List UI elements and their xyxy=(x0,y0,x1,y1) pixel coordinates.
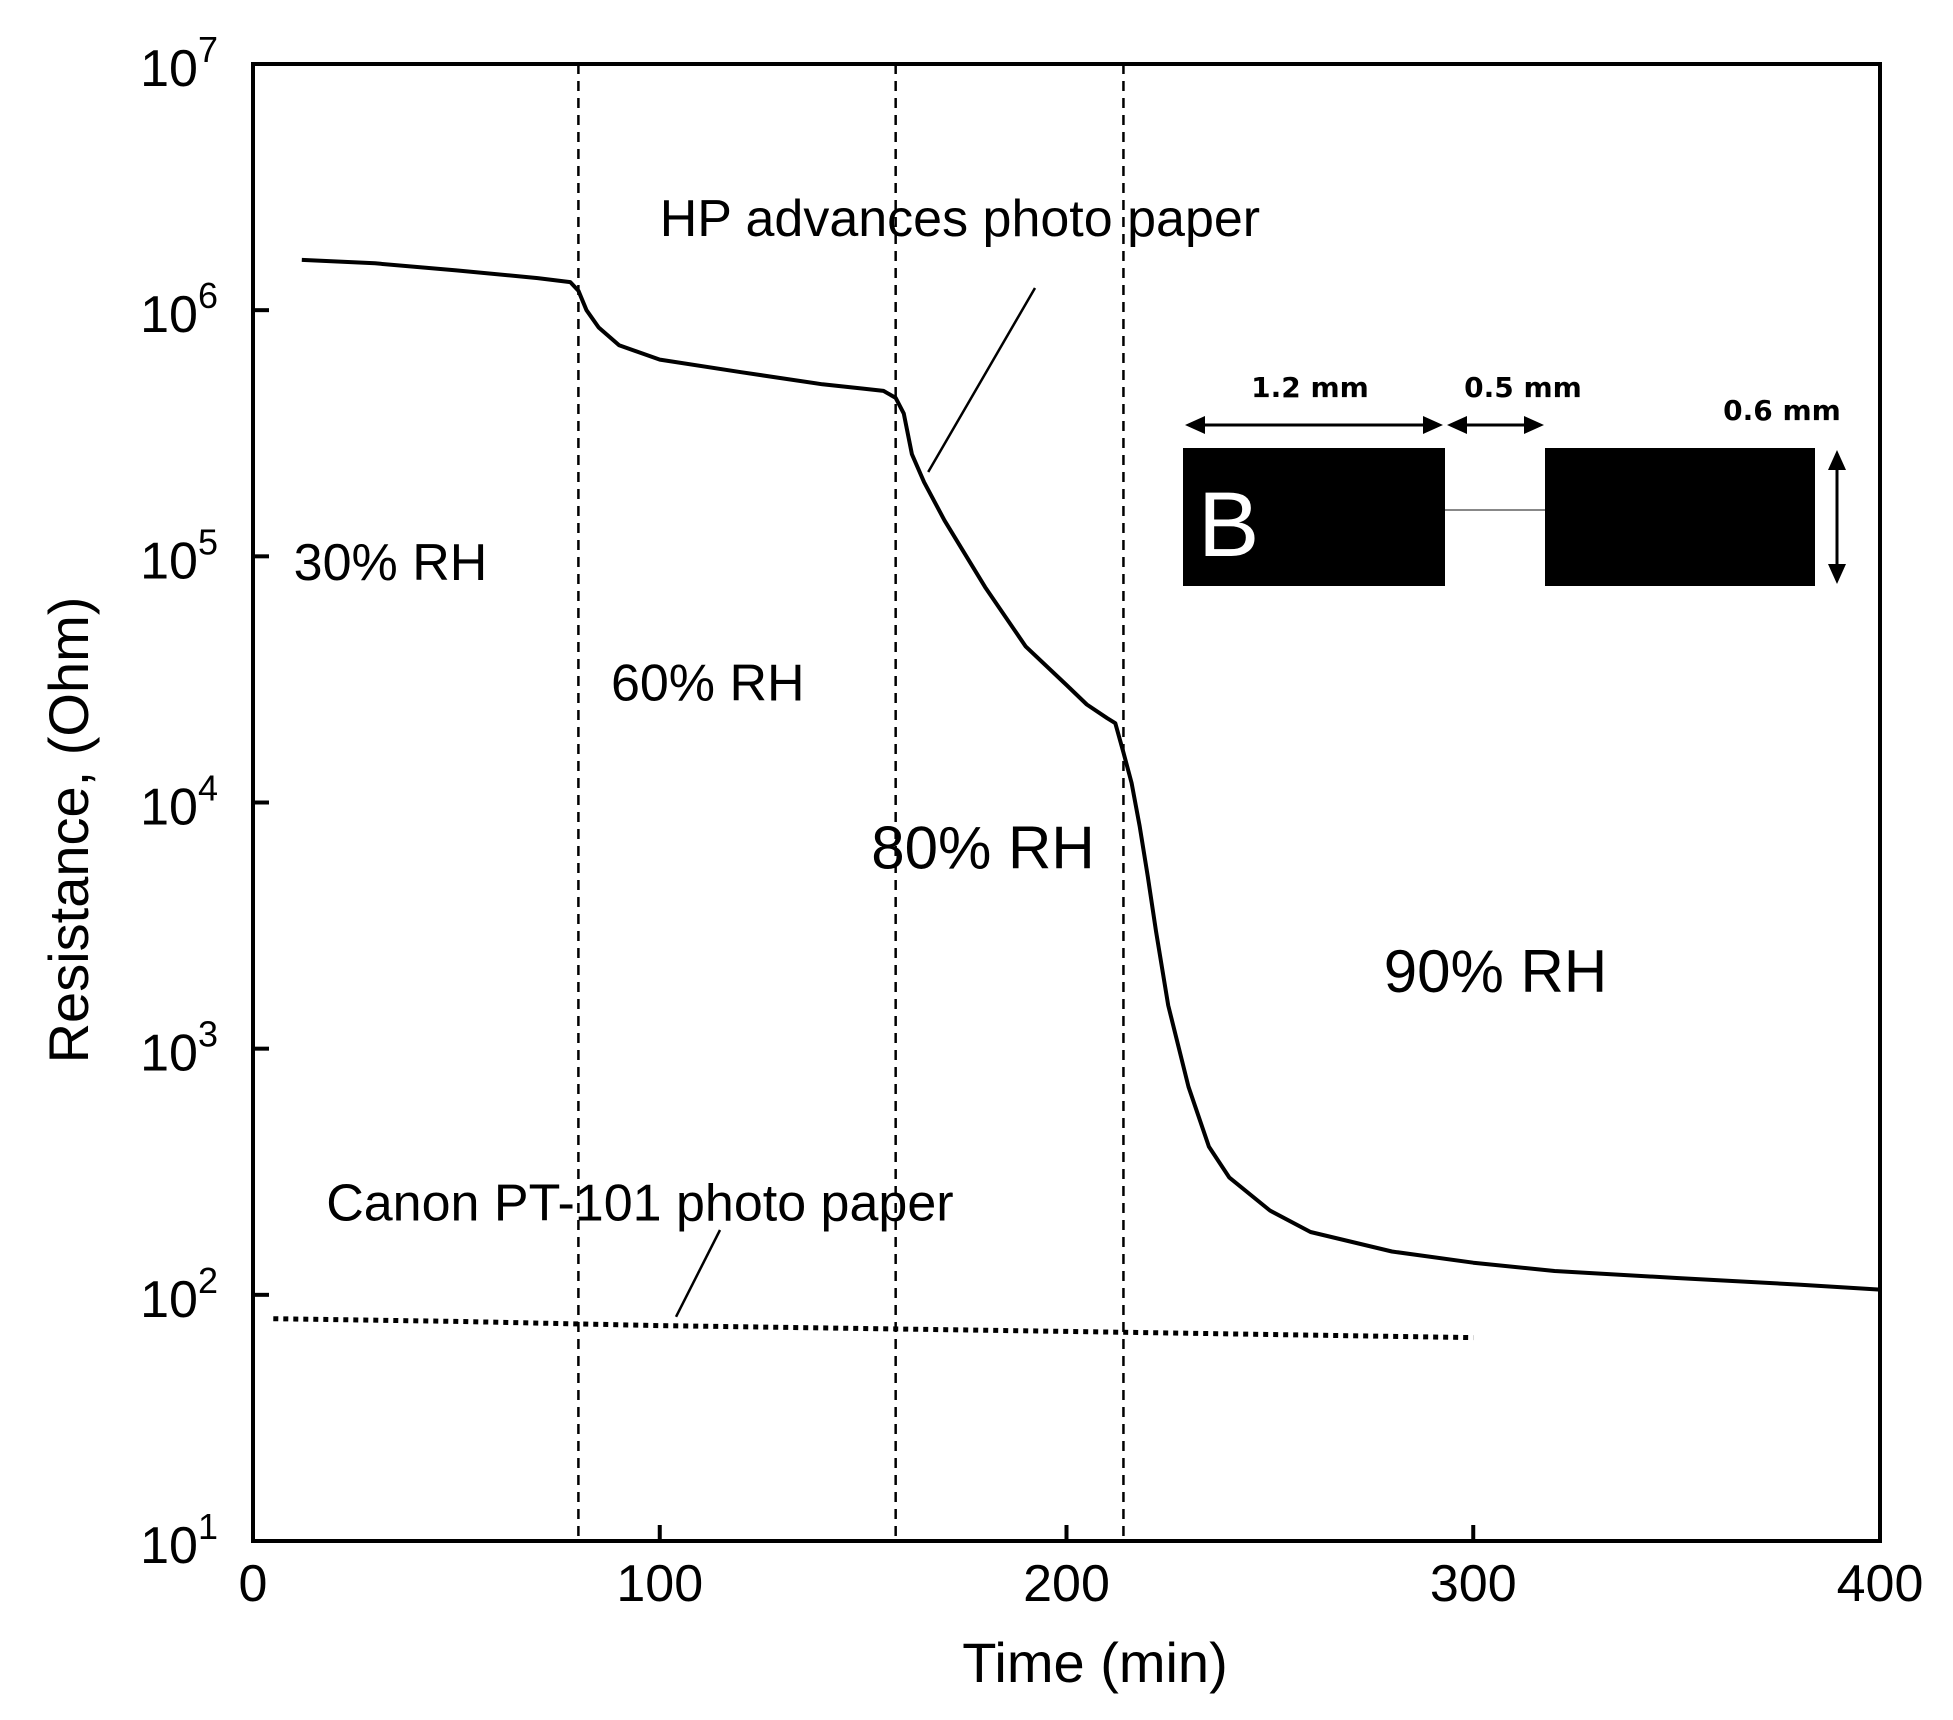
y-tick-label: 104 xyxy=(140,768,218,837)
phase-labels: 30% RH 60% RH 80% RH 90% RH xyxy=(294,534,1608,1005)
phase-label: 60% RH xyxy=(611,654,805,712)
series-layer xyxy=(273,257,1881,1341)
y-tick-label: 106 xyxy=(140,275,218,344)
left-electrode xyxy=(1183,448,1445,586)
x-tick-label: 400 xyxy=(1837,1555,1924,1613)
electrode-inset: B 1.2 mm 0.5 mm 0.6 mm xyxy=(1183,371,1846,586)
x-tick-label: 0 xyxy=(239,1555,268,1613)
x-tick-label: 300 xyxy=(1430,1555,1517,1613)
dim-label-height: 0.6 mm xyxy=(1723,394,1841,427)
annotation-leader-line xyxy=(674,1229,722,1318)
series-line-canon xyxy=(273,1316,1474,1341)
inset-letter: B xyxy=(1198,474,1259,576)
y-tick-label: 101 xyxy=(140,1506,218,1575)
series-annotation: Canon PT-101 photo paper xyxy=(326,1175,953,1233)
right-electrode xyxy=(1545,448,1815,586)
phase-label: 80% RH xyxy=(871,814,1094,881)
arrowhead-icon xyxy=(1828,564,1846,584)
phase-boundaries xyxy=(577,64,1125,1541)
phase-label: 30% RH xyxy=(294,534,488,592)
y-axis-ticks: 101 102 103 104 105 106 107 xyxy=(140,29,269,1575)
y-axis-title: Resistance, (Ohm) xyxy=(37,597,100,1064)
x-tick-label: 100 xyxy=(616,1555,703,1613)
series-line-hp xyxy=(301,257,1881,1292)
y-tick-label: 107 xyxy=(140,29,218,98)
x-axis-title: Time (min) xyxy=(962,1631,1227,1694)
dim-label-gap: 0.5 mm xyxy=(1464,371,1582,404)
x-axis-ticks: 0 100 200 300 400 xyxy=(239,1525,1924,1613)
annotation-leader-line xyxy=(927,287,1037,473)
x-tick-label: 200 xyxy=(1023,1555,1110,1613)
arrowhead-icon xyxy=(1423,416,1443,434)
dim-label-width: 1.2 mm xyxy=(1251,371,1369,404)
y-tick-label: 103 xyxy=(140,1014,218,1083)
series-annotation: HP advances photo paper xyxy=(660,190,1260,248)
arrowhead-icon xyxy=(1185,416,1205,434)
y-tick-label: 105 xyxy=(140,521,218,590)
arrowhead-icon xyxy=(1828,450,1846,470)
annotations-layer: HP advances photo paper Canon PT-101 phot… xyxy=(326,190,1260,1318)
plot-frame xyxy=(251,62,1882,1543)
arrowhead-icon xyxy=(1524,416,1544,434)
phase-label: 90% RH xyxy=(1384,938,1607,1005)
y-tick-label: 102 xyxy=(140,1260,218,1329)
arrowhead-icon xyxy=(1447,416,1467,434)
